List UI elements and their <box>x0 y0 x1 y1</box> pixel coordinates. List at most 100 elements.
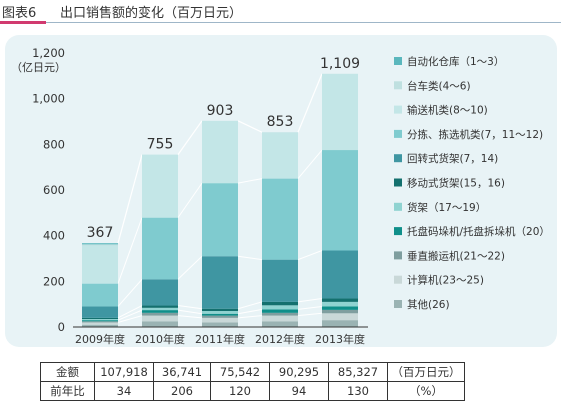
connector-line <box>177 120 203 155</box>
header: 图表6 出口销售额的变化（百万日元） <box>0 0 561 24</box>
header-accent-mark <box>0 21 46 24</box>
table-row: 前年比 34 206 120 94 130 （%） <box>40 381 465 401</box>
x-tick-label: 2009年度 <box>75 332 125 346</box>
legend-swatch <box>394 300 402 308</box>
y-tick-label: 200 <box>43 274 65 288</box>
data-table: 金额 107,918 36,741 75,542 90,295 85,327 （… <box>40 362 465 401</box>
y-axis-ticks: 0 200 400 600 800 1,000 1,200 <box>32 46 65 334</box>
bar-segment <box>202 120 238 184</box>
bar-segment <box>142 312 178 316</box>
bar-segment <box>142 305 178 308</box>
connector-line <box>177 315 203 319</box>
connector-line <box>117 305 143 319</box>
bar-segment <box>262 321 298 327</box>
bar-segment <box>142 279 178 306</box>
table-unit: （百万日元） <box>387 362 465 382</box>
x-tick-label: 2012年度 <box>255 332 305 346</box>
bar-segment <box>82 321 118 323</box>
legend-swatch <box>394 105 402 114</box>
table-unit: （%） <box>387 381 465 401</box>
connector-line <box>177 309 203 315</box>
connector-line <box>177 182 203 218</box>
bar-total-label: 1,109 <box>320 56 360 72</box>
legend-swatch <box>394 81 402 90</box>
bar-segment <box>262 315 298 322</box>
bar-total-label: 755 <box>147 137 174 153</box>
legend-label: 输送机类(8～10) <box>407 104 488 117</box>
bar-connector-lines <box>117 73 323 323</box>
bar-segment <box>322 298 358 302</box>
bar-total-label: 903 <box>207 103 234 119</box>
legend-swatch <box>394 178 402 187</box>
table-cell: 94 <box>269 381 329 401</box>
bar-segment <box>82 245 118 284</box>
bar-segment <box>142 310 178 313</box>
bar-segment <box>262 301 298 306</box>
connector-line <box>117 217 143 284</box>
legend-swatch <box>394 202 402 211</box>
legend-label: 其他(26) <box>407 298 450 311</box>
bar-segment <box>202 317 238 323</box>
bar-segment <box>262 132 298 179</box>
bar-segment <box>262 259 298 302</box>
legend-label: 计算机(23～25) <box>407 274 484 287</box>
connector-line <box>117 309 143 321</box>
bar-segment <box>142 217 178 280</box>
connector-line <box>117 154 143 244</box>
legend-swatch <box>394 129 402 138</box>
legend-swatch <box>394 251 402 260</box>
bar-segment <box>202 308 238 312</box>
legend-label: 回转式货架(7，14) <box>407 152 498 165</box>
bar-segment <box>202 311 238 314</box>
y-tick-label: 800 <box>43 137 65 151</box>
table-cell: 34 <box>94 381 154 401</box>
figure-title: 出口销售额的变化（百万日元） <box>60 6 243 21</box>
bar-segment <box>82 320 118 322</box>
bar-segment <box>322 73 358 151</box>
bar-segment <box>142 315 178 322</box>
connector-line <box>297 250 323 261</box>
bar-segment <box>82 324 118 327</box>
legend-label: 分拣、拣选机类(7，11～12) <box>407 128 543 141</box>
connector-line <box>177 305 203 310</box>
y-tick-label: 600 <box>43 183 65 197</box>
legend-label: 台车类(4～6) <box>407 79 471 92</box>
bar-segment <box>82 306 118 318</box>
x-tick-label: 2010年度 <box>135 332 185 346</box>
chart-panel: （亿日元） 0 200 400 600 800 1,000 1,200 367 755 903 8… <box>5 35 557 347</box>
connector-line <box>237 315 263 319</box>
connector-line <box>117 315 143 323</box>
bar-segment <box>322 306 358 310</box>
bar-segment <box>142 321 178 327</box>
y-tick-label: 400 <box>43 229 65 243</box>
y-axis-unit-label: （亿日元） <box>11 61 66 74</box>
y-tick-label: 0 <box>58 320 65 334</box>
legend-swatch <box>394 154 402 163</box>
table-cell: 120 <box>210 381 270 401</box>
legend-label: 托盘码垛机/托盘拆垛机（20） <box>407 225 550 238</box>
bar-segment <box>322 150 358 251</box>
legend-swatch <box>394 227 402 236</box>
table-cell: 75,542 <box>210 362 270 382</box>
table-cell: 85,327 <box>328 362 388 382</box>
table-cell: 206 <box>153 381 211 401</box>
connector-line <box>237 255 263 261</box>
bar-total-labels: 367 755 903 853 1,109 <box>87 56 360 241</box>
connector-line <box>297 149 323 179</box>
bar-segment <box>322 309 358 314</box>
connector-line <box>177 255 203 280</box>
bar-total-label: 367 <box>87 225 114 241</box>
bar-segment <box>202 315 238 318</box>
bar-segment <box>322 320 358 327</box>
y-tick-label: 1,000 <box>32 92 65 106</box>
stacked-bar-chart: （亿日元） 0 200 400 600 800 1,000 1,200 367 755 903 8… <box>11 46 550 346</box>
connector-line <box>237 301 263 310</box>
header-rule <box>0 22 561 23</box>
table-cell: 107,918 <box>94 362 154 382</box>
figure-label: 图表6 <box>2 6 37 21</box>
legend-label: 自动化仓库（1～3） <box>407 55 504 68</box>
legend-label: 垂直搬运机(21～22) <box>407 249 505 262</box>
table-row-label: 前年比 <box>40 381 95 401</box>
legend-swatch <box>394 275 402 284</box>
connector-line <box>297 312 323 317</box>
